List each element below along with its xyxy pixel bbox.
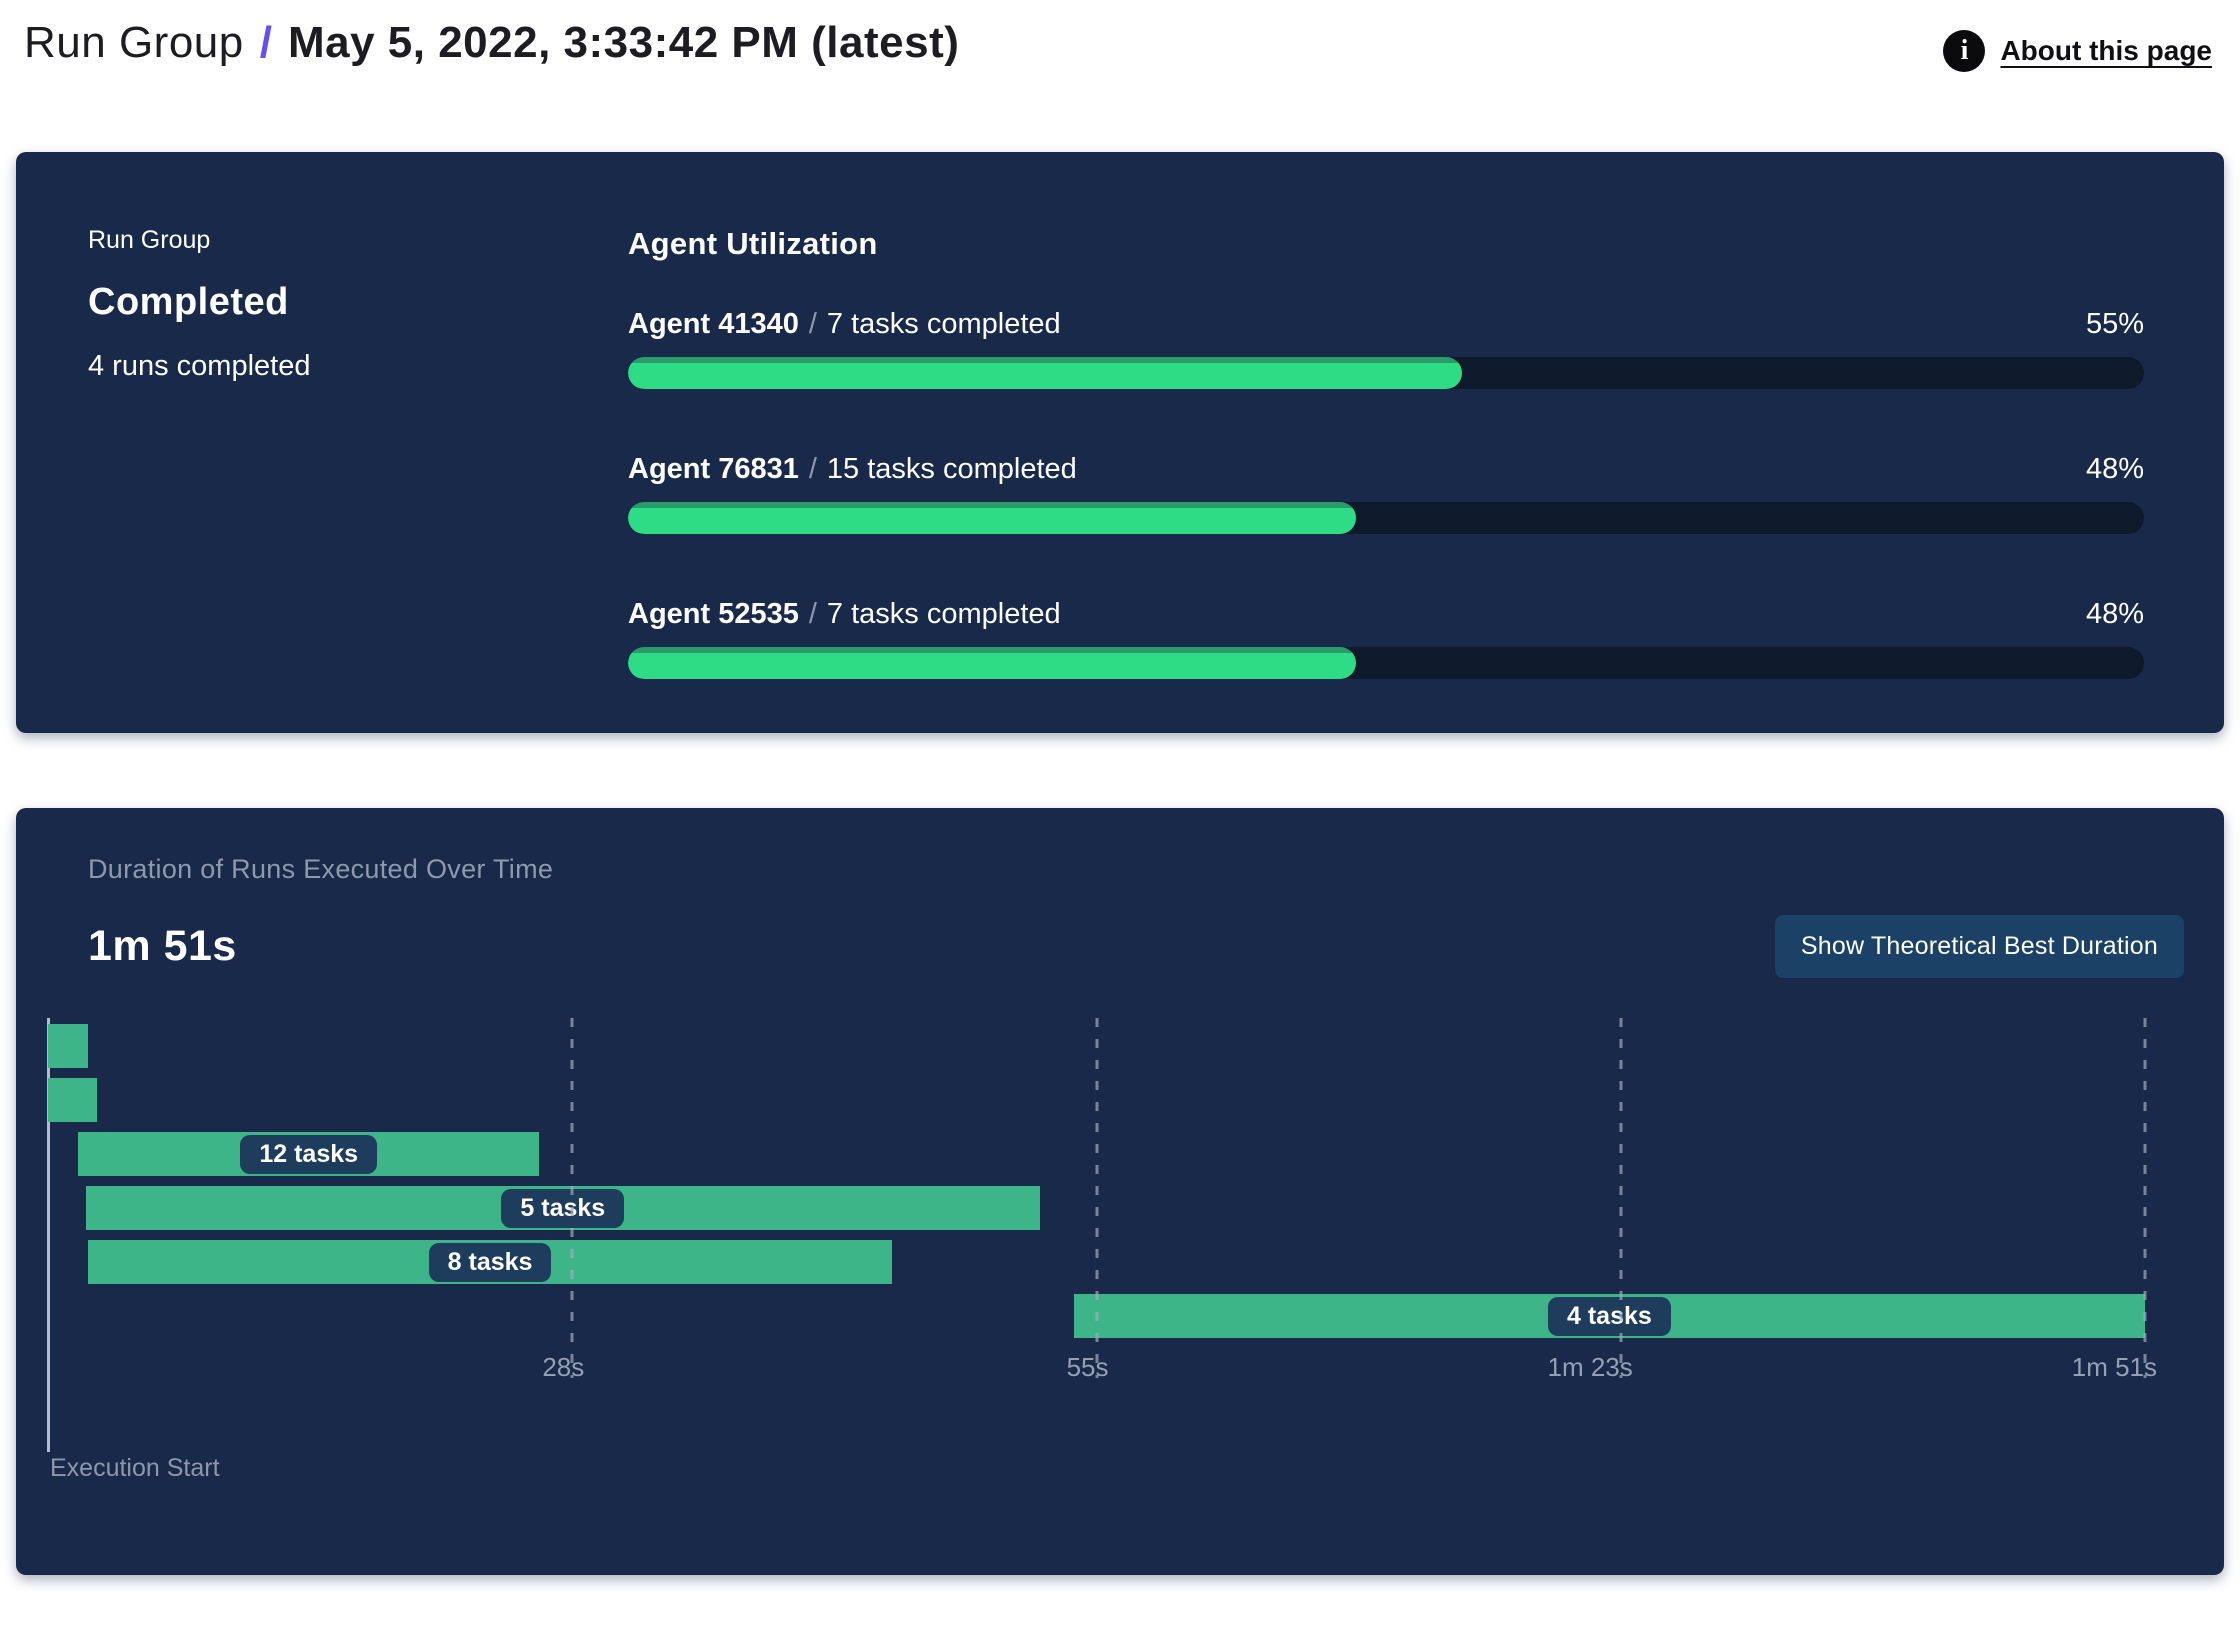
duration-chart-title: Duration of Runs Executed Over Time xyxy=(88,854,554,884)
x-axis-tick-label: 55s xyxy=(1066,1352,1109,1382)
gridline xyxy=(570,1018,574,1378)
utilization-progress-track xyxy=(628,502,2144,534)
run-duration-bar[interactable]: 4 tasks xyxy=(1073,1294,2145,1338)
gantt-row: 4 tasks xyxy=(48,1294,2145,1338)
gantt-row xyxy=(48,1078,2145,1122)
breadcrumb: Run Group / May 5, 2022, 3:33:42 PM (lat… xyxy=(24,14,959,71)
agent-name: Agent 52535 xyxy=(628,598,799,630)
agent-utilization-percent: 48% xyxy=(2085,598,2144,630)
execution-start-label: Execution Start xyxy=(50,1454,220,1482)
utilization-progress-track xyxy=(628,357,2144,389)
agent-utilization-percent: 48% xyxy=(2085,453,2144,485)
agent-utilization-title: Agent Utilization xyxy=(628,226,878,261)
task-count-pill: 12 tasks xyxy=(240,1134,378,1174)
agent-name: Agent 41340 xyxy=(628,308,799,340)
run-status-block: Run Group Completed 4 runs completed xyxy=(88,226,628,733)
agent-tasks-completed: 7 tasks completed xyxy=(826,598,1061,630)
utilization-progress-fill xyxy=(628,647,1356,679)
about-link-label: About this page xyxy=(2000,35,2212,66)
duration-panel: Duration of Runs Executed Over Time 1m 5… xyxy=(16,808,2224,1575)
utilization-progress-fill xyxy=(628,357,1462,389)
utilization-progress-fill xyxy=(628,502,1356,534)
run-duration-bar[interactable]: 5 tasks xyxy=(85,1186,1040,1230)
run-status-value: Completed xyxy=(88,281,289,323)
run-duration-bar[interactable]: 8 tasks xyxy=(87,1240,893,1284)
agent-utilization-row: Agent 52535 / 7 tasks completed 48% xyxy=(628,598,2144,679)
run-duration-bar[interactable] xyxy=(48,1078,98,1122)
agent-tasks-completed: 15 tasks completed xyxy=(826,453,1077,485)
show-theoretical-best-duration-button[interactable]: Show Theoretical Best Duration xyxy=(1774,915,2184,978)
task-count-pill: 8 tasks xyxy=(428,1242,552,1282)
gantt-row: 5 tasks xyxy=(48,1186,2145,1230)
page-header: Run Group / May 5, 2022, 3:33:42 PM (lat… xyxy=(0,0,2240,152)
run-duration-bar[interactable] xyxy=(48,1024,88,1068)
x-axis-tick-label: 1m 51s xyxy=(2071,1352,2157,1382)
run-group-summary-panel: Run Group Completed 4 runs completed Age… xyxy=(16,152,2224,733)
x-axis-tick-label: 1m 23s xyxy=(1547,1352,1633,1382)
agent-tasks-completed: 7 tasks completed xyxy=(826,308,1061,340)
utilization-progress-track xyxy=(628,647,2144,679)
gridline xyxy=(2143,1018,2147,1378)
gantt-row: 12 tasks xyxy=(48,1132,2145,1176)
task-count-pill: 5 tasks xyxy=(501,1188,625,1228)
gantt-row xyxy=(48,1024,2145,1068)
gridline xyxy=(1619,1018,1623,1378)
total-duration-value: 1m 51s xyxy=(88,922,237,970)
agent-separator: / xyxy=(808,453,817,485)
page-title: May 5, 2022, 3:33:42 PM (latest) xyxy=(287,18,960,67)
agent-separator: / xyxy=(808,598,817,630)
execution-start-axis-line xyxy=(47,1018,50,1452)
duration-gantt-chart: 12 tasks 5 tasks 8 tasks 4 tasks 28s 55s 1m 2… xyxy=(47,1018,2157,1452)
breadcrumb-run-group[interactable]: Run Group xyxy=(24,18,244,67)
gantt-rows: 12 tasks 5 tasks 8 tasks 4 tasks xyxy=(48,1018,2147,1378)
agent-utilization-row: Agent 76831 / 15 tasks completed 48% xyxy=(628,453,2144,534)
gantt-row: 8 tasks xyxy=(48,1240,2145,1284)
agent-utilization-percent: 55% xyxy=(2085,308,2144,340)
gridline xyxy=(1095,1018,1098,1378)
breadcrumb-separator: / xyxy=(259,18,272,67)
agent-utilization-row: Agent 41340 / 7 tasks completed 55% xyxy=(628,308,2144,389)
agent-name: Agent 76831 xyxy=(628,453,799,485)
runs-completed-count: 4 runs completed xyxy=(88,350,311,382)
task-count-pill: 4 tasks xyxy=(1548,1296,1671,1336)
x-axis-tick-labels: 28s 55s 1m 23s 1m 51s xyxy=(48,1352,2157,1392)
agent-separator: / xyxy=(808,308,817,340)
run-duration-bar[interactable]: 12 tasks xyxy=(78,1132,540,1176)
x-axis-tick-label: 28s xyxy=(542,1352,585,1382)
run-group-label: Run Group xyxy=(88,226,211,254)
info-icon: i xyxy=(1943,30,1986,72)
about-this-page-link[interactable]: i About this page xyxy=(1943,30,2212,72)
agent-utilization-section: Agent Utilization Agent 41340 / 7 tasks … xyxy=(628,226,2144,733)
